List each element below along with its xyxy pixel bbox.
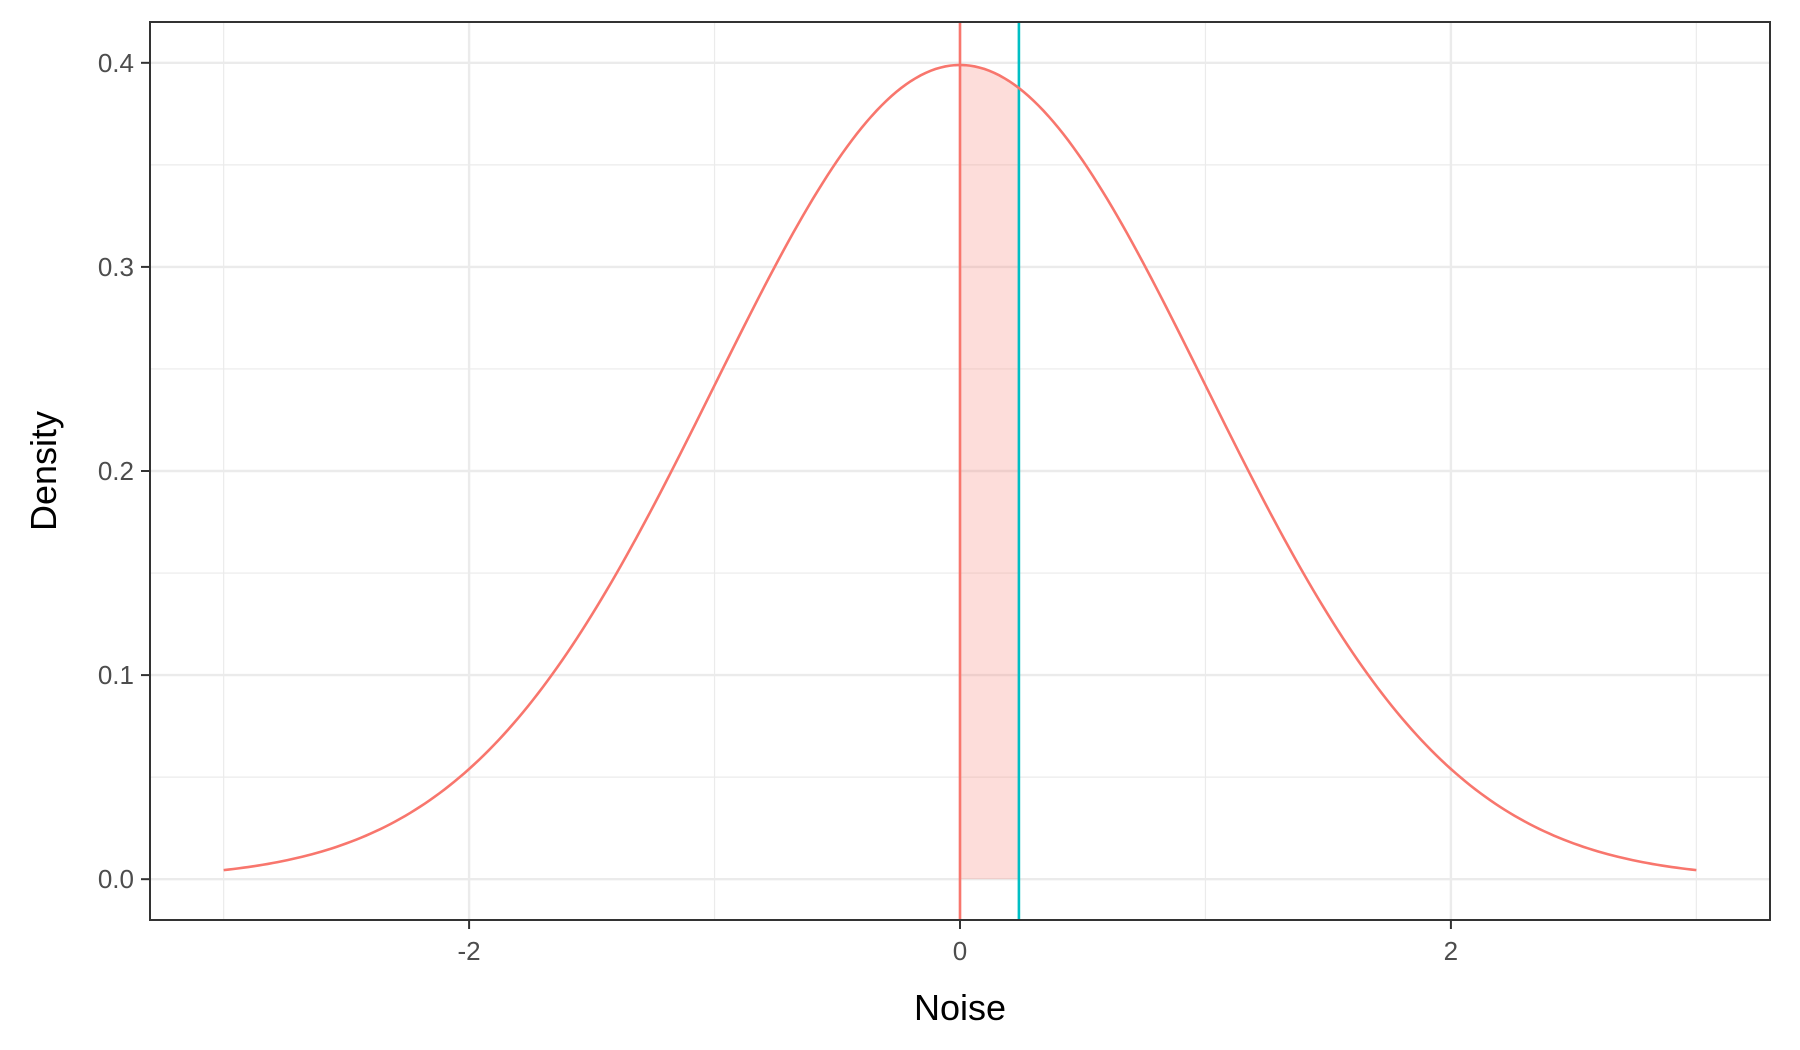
y-axis-title: Density bbox=[23, 411, 64, 531]
y-tick-label: 0.4 bbox=[98, 48, 134, 78]
y-tick-label: 0.0 bbox=[98, 864, 134, 894]
y-tick-label: 0.1 bbox=[98, 660, 134, 690]
density-curve-layer bbox=[223, 63, 1697, 872]
density-curve bbox=[223, 63, 1697, 872]
x-tick-label: 0 bbox=[953, 936, 967, 966]
y-axis-ticks: 0.0 0.1 0.2 0.3 0.4 bbox=[98, 48, 150, 894]
y-tick-label: 0.3 bbox=[98, 252, 134, 282]
shaded-region-layer bbox=[960, 64, 1019, 880]
x-axis-title: Noise bbox=[914, 987, 1006, 1028]
x-tick-label: -2 bbox=[458, 936, 481, 966]
shaded-area bbox=[960, 64, 1019, 880]
x-tick-label: 2 bbox=[1444, 936, 1458, 966]
vertical-lines-layer bbox=[958, 22, 1021, 920]
y-tick-label: 0.2 bbox=[98, 456, 134, 486]
x-axis-ticks: -2 0 2 bbox=[458, 920, 1458, 966]
